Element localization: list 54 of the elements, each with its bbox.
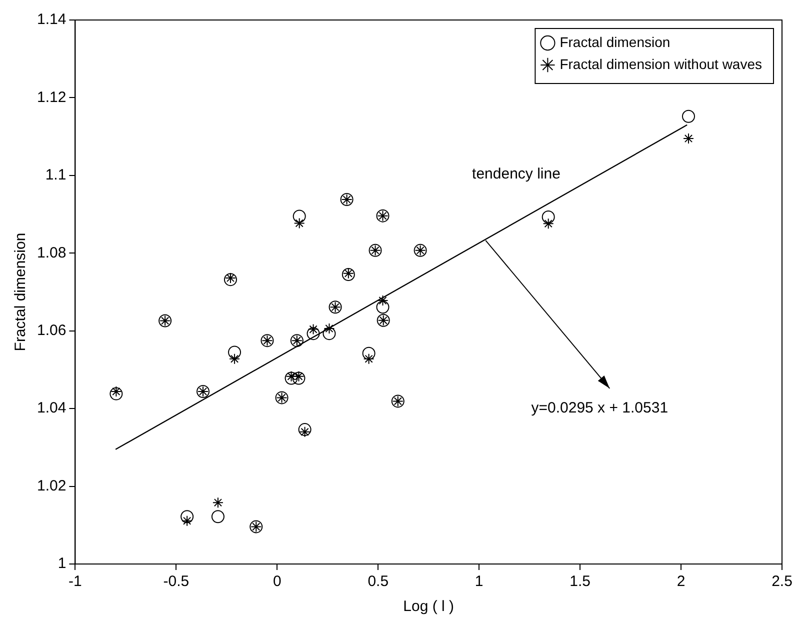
y-tick-label: 1.1	[45, 166, 66, 184]
x-tick-label: -0.5	[163, 573, 190, 590]
legend-label: Fractal dimension without waves	[560, 56, 762, 72]
point	[682, 110, 695, 123]
point	[224, 272, 236, 284]
y-tick-label: 1.14	[36, 11, 66, 28]
x-tick-label: -1	[68, 573, 82, 590]
point	[342, 268, 354, 279]
y-tick-label: 1	[58, 555, 66, 572]
point	[224, 273, 237, 286]
point	[342, 268, 355, 282]
y-tick-label: 1.04	[36, 400, 66, 417]
annotation: tendency line	[472, 166, 560, 183]
point	[228, 346, 242, 359]
y-tick-label: 1.12	[36, 88, 66, 106]
point	[229, 353, 240, 364]
point	[298, 423, 312, 436]
point	[306, 327, 320, 340]
point	[363, 353, 374, 364]
point	[362, 346, 376, 360]
y-tick-label: 1.02	[36, 477, 66, 494]
point	[683, 133, 694, 144]
point	[293, 370, 304, 382]
point	[110, 387, 123, 400]
legend-label: Fractal dimension	[560, 34, 670, 50]
x-tick-label: 1.5	[570, 573, 590, 590]
annotation: y=0.0295 x + 1.0531	[531, 400, 668, 417]
point	[542, 210, 555, 224]
point	[324, 323, 335, 334]
point	[110, 386, 122, 397]
point	[542, 218, 554, 230]
point	[292, 210, 306, 223]
point	[284, 372, 298, 385]
point	[376, 300, 390, 314]
point	[182, 515, 193, 526]
y-tick-label: 1.06	[36, 322, 66, 339]
point	[292, 372, 306, 385]
y-tick-label: 1.08	[36, 244, 66, 262]
point	[308, 324, 319, 335]
x-tick-label: 2.5	[772, 573, 792, 590]
x-tick-label: 0	[272, 573, 282, 590]
point	[211, 510, 224, 524]
point	[322, 327, 336, 340]
x-tick-label: 2	[676, 573, 686, 590]
point	[377, 295, 388, 306]
point	[299, 426, 310, 438]
point	[294, 218, 305, 229]
point	[212, 497, 224, 508]
x-tick-label: 1	[474, 573, 484, 590]
point	[286, 370, 297, 382]
x-tick-label: 0.5	[368, 573, 389, 590]
point	[180, 510, 194, 524]
y-axis-title: Fractal dimension	[12, 232, 30, 352]
x-axis-title: Log ( l )	[403, 598, 454, 616]
